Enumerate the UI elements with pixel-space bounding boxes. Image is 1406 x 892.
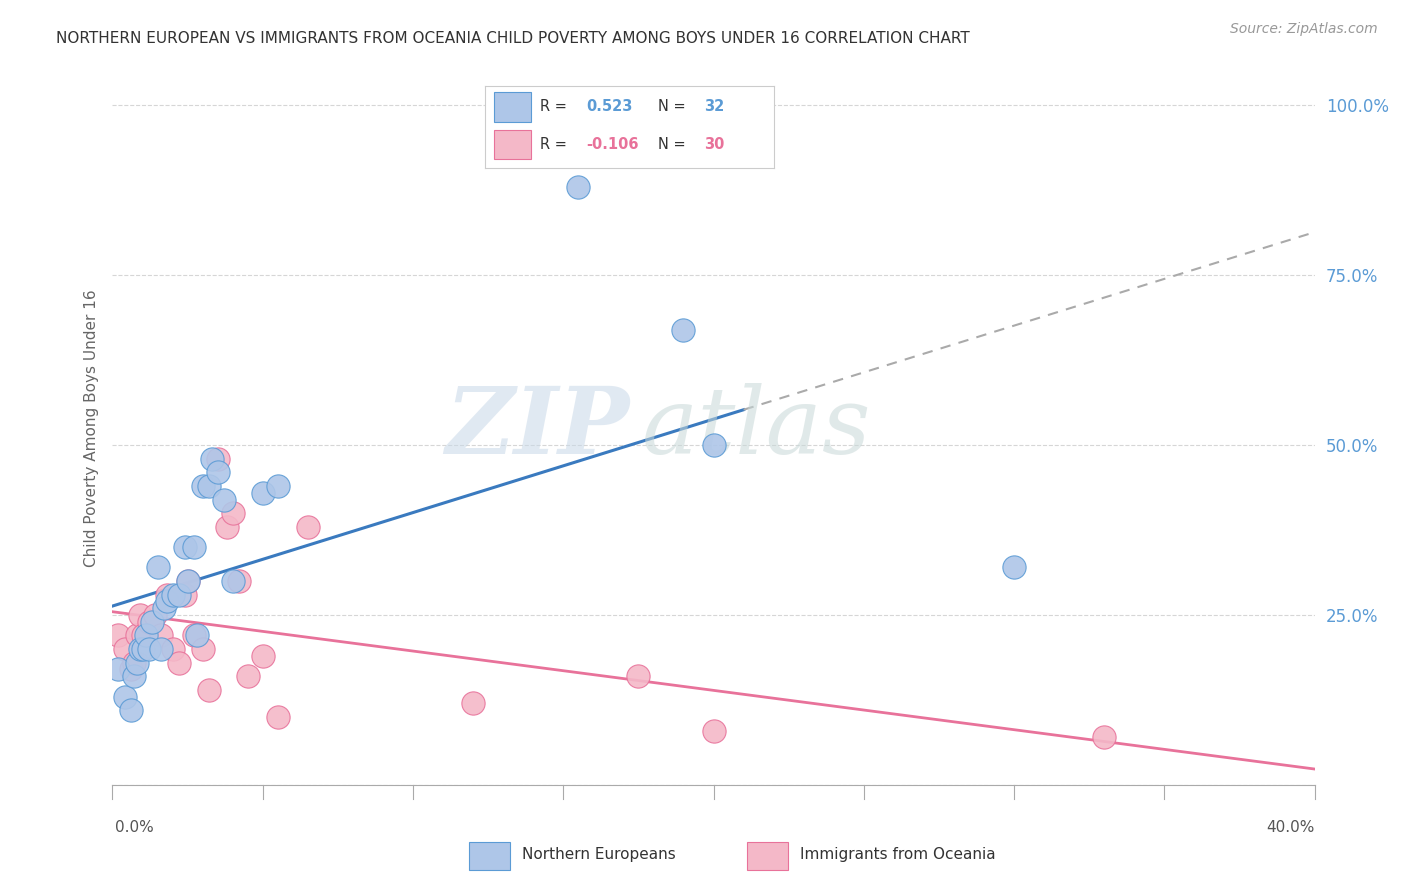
- Point: [461, 697, 484, 711]
- Point: [114, 642, 136, 657]
- Text: Source: ZipAtlas.com: Source: ZipAtlas.com: [1230, 22, 1378, 37]
- Point: [120, 703, 142, 717]
- Point: [167, 588, 190, 602]
- Point: [120, 662, 142, 676]
- Point: [207, 466, 229, 480]
- Point: [207, 451, 229, 466]
- Point: [149, 628, 172, 642]
- Point: [567, 180, 589, 194]
- Point: [176, 574, 198, 588]
- Point: [131, 642, 153, 657]
- Point: [138, 642, 160, 657]
- Point: [146, 560, 169, 574]
- Point: [191, 642, 214, 657]
- Text: Immigrants from Oceania: Immigrants from Oceania: [800, 847, 995, 862]
- Point: [173, 588, 195, 602]
- Point: [197, 682, 219, 697]
- Point: [183, 540, 205, 554]
- Text: atlas: atlas: [641, 384, 870, 473]
- Point: [125, 628, 148, 642]
- Point: [167, 656, 190, 670]
- Point: [114, 690, 136, 704]
- Point: [107, 628, 129, 642]
- FancyBboxPatch shape: [470, 842, 510, 870]
- Text: 0.0%: 0.0%: [115, 821, 155, 835]
- Text: ZIP: ZIP: [446, 384, 630, 473]
- Point: [155, 588, 177, 602]
- Point: [122, 669, 145, 683]
- Point: [236, 669, 259, 683]
- Text: Northern Europeans: Northern Europeans: [522, 847, 676, 862]
- Point: [107, 662, 129, 676]
- Point: [176, 574, 198, 588]
- Point: [1092, 731, 1115, 745]
- Point: [228, 574, 250, 588]
- Point: [125, 656, 148, 670]
- Point: [222, 574, 245, 588]
- Point: [215, 519, 238, 533]
- Point: [702, 723, 725, 738]
- Text: NORTHERN EUROPEAN VS IMMIGRANTS FROM OCEANIA CHILD POVERTY AMONG BOYS UNDER 16 C: NORTHERN EUROPEAN VS IMMIGRANTS FROM OCE…: [56, 31, 970, 46]
- Point: [201, 451, 224, 466]
- Point: [143, 608, 166, 623]
- Y-axis label: Child Poverty Among Boys Under 16: Child Poverty Among Boys Under 16: [83, 289, 98, 567]
- Point: [135, 628, 157, 642]
- Point: [252, 485, 274, 500]
- Point: [191, 479, 214, 493]
- Point: [128, 608, 150, 623]
- Point: [149, 642, 172, 657]
- Point: [152, 601, 174, 615]
- Point: [128, 642, 150, 657]
- Point: [122, 656, 145, 670]
- Point: [672, 323, 695, 337]
- Point: [173, 540, 195, 554]
- Point: [183, 628, 205, 642]
- Point: [141, 615, 163, 629]
- FancyBboxPatch shape: [747, 842, 787, 870]
- Point: [1002, 560, 1025, 574]
- Point: [212, 492, 235, 507]
- Point: [138, 615, 160, 629]
- Point: [155, 594, 177, 608]
- Point: [131, 628, 153, 642]
- Point: [267, 479, 290, 493]
- Point: [162, 642, 184, 657]
- Point: [267, 710, 290, 724]
- Point: [186, 628, 208, 642]
- Point: [702, 438, 725, 452]
- Point: [197, 479, 219, 493]
- Text: 40.0%: 40.0%: [1267, 821, 1315, 835]
- Point: [222, 506, 245, 520]
- Point: [297, 519, 319, 533]
- Point: [627, 669, 650, 683]
- Point: [162, 588, 184, 602]
- Point: [252, 648, 274, 663]
